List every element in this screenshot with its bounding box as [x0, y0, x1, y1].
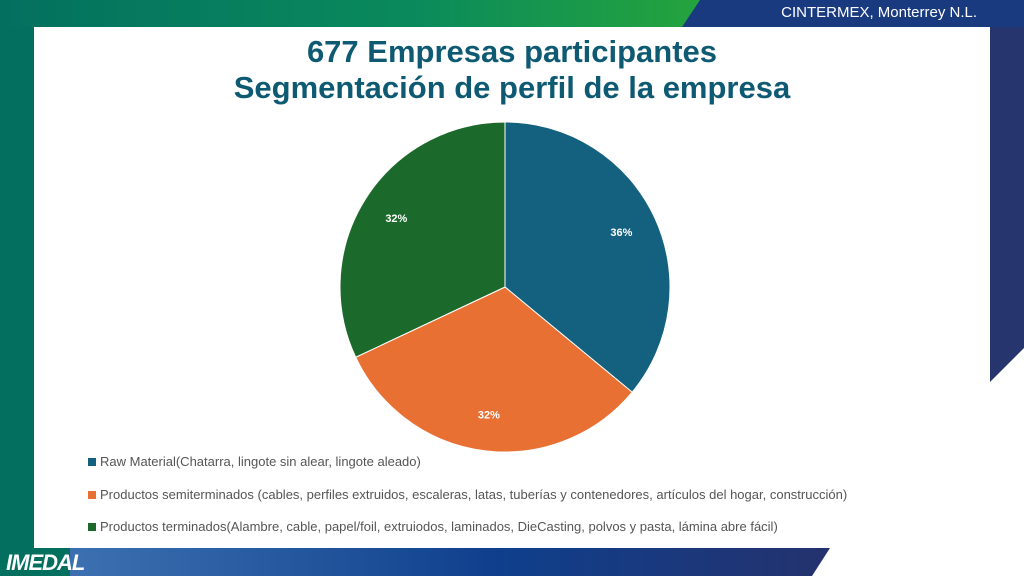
- legend-item-raw-material: Raw Material(Chatarra, lingote sin alear…: [88, 454, 421, 469]
- chart-title: 677 Empresas participantes Segmentación …: [34, 34, 990, 106]
- pie-slice: [355, 286, 633, 453]
- title-line-2: Segmentación de perfil de la empresa: [233, 70, 791, 105]
- legend-label: Productos semiterminados (cables, perfil…: [100, 487, 848, 502]
- bottom-left-bar: [0, 548, 70, 576]
- legend-swatch: [88, 458, 96, 466]
- legend-label: Productos terminados(Alambre, cable, pap…: [100, 519, 778, 534]
- right-bar: [990, 27, 1024, 382]
- imedal-logo: IMEDAL: [6, 550, 85, 575]
- data-label: 32%: [478, 410, 500, 422]
- top-banner-navy: [682, 0, 1024, 27]
- left-bar: [0, 27, 34, 576]
- legend-swatch: [88, 523, 96, 531]
- data-label: 32%: [385, 213, 407, 225]
- legend-item-terminados: Productos terminados(Alambre, cable, pap…: [88, 519, 778, 534]
- data-label: 36%: [610, 227, 632, 239]
- bottom-banner: [0, 548, 830, 576]
- pie-slice: [504, 121, 671, 393]
- legend-item-semiterminados: Productos semiterminados (cables, perfil…: [88, 487, 847, 502]
- legend-swatch: [88, 491, 96, 499]
- legend-label: Raw Material(Chatarra, lingote sin alear…: [100, 454, 421, 469]
- title-line-1: 677 Empresas participantes: [306, 34, 718, 69]
- pie-slice: [339, 121, 506, 358]
- location-text: CINTERMEX, Monterrey N.L.: [781, 4, 977, 21]
